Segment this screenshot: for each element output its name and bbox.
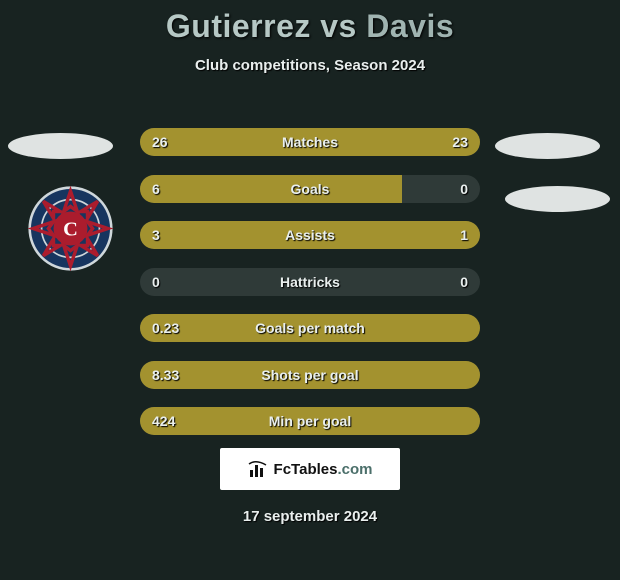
comparison-date: 17 september 2024 [0,508,620,525]
fctables-brand-badge: FcTables.com [220,448,400,490]
stat-label: Shots per goal [140,361,480,389]
stat-row: 424Min per goal [140,405,480,435]
player1-club-logo: C [28,186,113,271]
stat-label: Goals per match [140,314,480,342]
player2-team-avatar-placeholder [505,186,610,212]
subtitle: Club competitions, Season 2024 [0,57,620,74]
stats-bars: 2623Matches 60Goals 31Assists 00Hattricks 0.… [140,126,480,452]
player1-name: Gutierrez [166,8,311,44]
stat-label: Goals [140,175,480,203]
stat-label: Matches [140,128,480,156]
brand-suffix: Tables [291,461,337,478]
stat-row: 8.33Shots per goal [140,359,480,389]
chicago-fire-logo-icon: C [28,186,113,271]
vs-label: vs [320,8,357,44]
stat-label: Assists [140,221,480,249]
brand-text: FcTables.com [274,461,373,478]
club-initial: C [63,218,78,240]
player2-avatar-placeholder [495,133,600,159]
bar-chart-icon [248,459,268,479]
stat-row: 2623Matches [140,126,480,156]
stat-row: 00Hattricks [140,266,480,296]
stat-label: Min per goal [140,407,480,435]
brand-prefix: Fc [274,461,292,478]
stat-row: 60Goals [140,173,480,203]
player2-name: Davis [366,8,454,44]
brand-domain: .com [337,461,372,478]
stat-label: Hattricks [140,268,480,296]
stat-row: 0.23Goals per match [140,312,480,342]
stat-row: 31Assists [140,219,480,249]
player1-avatar-placeholder [8,133,113,159]
comparison-title: Gutierrez vs Davis [0,8,620,45]
